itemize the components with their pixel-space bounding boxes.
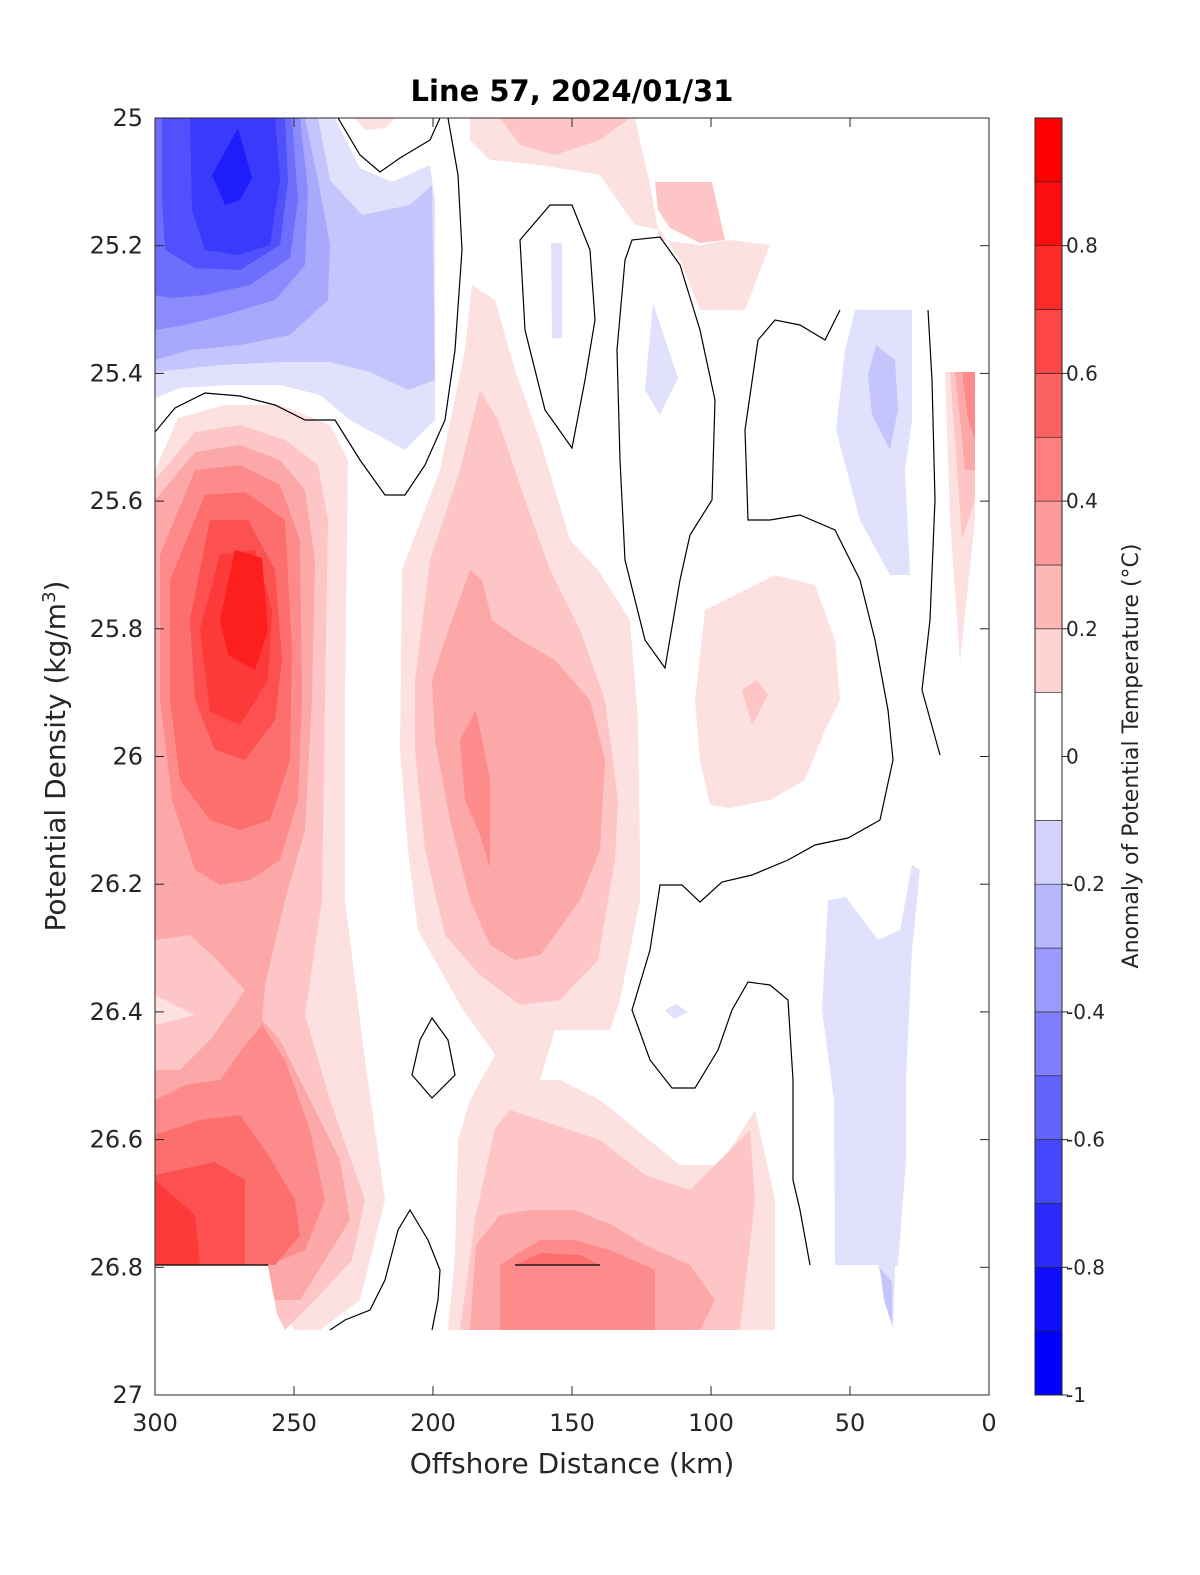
x-tick-label: 200 <box>410 1409 456 1437</box>
y-axis-label: Potential Density (kg/m3) <box>39 581 73 932</box>
contour-fills <box>155 118 989 1395</box>
y-axis-label-main: Potential Density (kg/m <box>39 603 72 932</box>
colorbar-tick-label: 0.4 <box>1066 489 1098 513</box>
colorbar-segment <box>1034 820 1063 885</box>
nodata-mask-bottom <box>155 1266 989 1395</box>
zero-contour-04 <box>616 236 716 670</box>
x-tick-label: 150 <box>549 1409 595 1437</box>
colorbar-tick-label: 0.2 <box>1066 617 1098 641</box>
contour-fill-neg-12 <box>868 345 898 450</box>
chart-title: Line 57, 2024/01/31 <box>411 74 734 108</box>
y-tick-label: 25.6 <box>90 487 143 515</box>
contour-fill-pos-15 <box>470 118 770 310</box>
contour-fill-pos-19 <box>742 680 768 725</box>
zero-contour-05 <box>631 309 894 1266</box>
colorbar-segment <box>1034 1075 1063 1140</box>
contour-fill-pos-23 <box>962 372 975 440</box>
colorbar-segment <box>1034 1267 1063 1332</box>
colorbar-tick-label: 0 <box>1066 745 1079 769</box>
contour-fill-pos-18 <box>695 575 840 808</box>
colorbar-tick-label: -0.4 <box>1066 1000 1105 1024</box>
colorbar-tick-label: 0.6 <box>1066 361 1098 385</box>
y-tick-label: 26.8 <box>90 1253 143 1281</box>
y-tick-label: 25.2 <box>90 232 143 260</box>
colorbar-tick-label: -0.8 <box>1066 1255 1105 1279</box>
zero-contour-06 <box>921 309 941 756</box>
zero-contour-07 <box>411 1016 456 1099</box>
x-tick-label: 50 <box>835 1409 866 1437</box>
colorbar-tick-label: -1 <box>1066 1383 1086 1407</box>
colorbar-segment <box>1034 117 1063 183</box>
colorbar-segment <box>1034 1203 1063 1268</box>
colorbar-segment <box>1034 245 1063 310</box>
y-axis-label-end: ) <box>39 581 72 592</box>
y-tick-label: 27 <box>112 1381 143 1409</box>
y-tick-label: 26.6 <box>90 1126 143 1154</box>
x-tick-label: 100 <box>688 1409 734 1437</box>
y-tick-label: 26.2 <box>90 870 143 898</box>
contour-fill-neg-14 <box>880 1268 892 1325</box>
colorbar-segment <box>1034 309 1063 374</box>
colorbar-segment <box>1034 1011 1063 1077</box>
contour-fill-neg-13 <box>822 865 920 1330</box>
y-tick-label: 25 <box>112 104 143 132</box>
y-axis-label-sup: 3 <box>39 591 60 602</box>
colorbar-label: Anomaly of Potential Temperature (°C) <box>1119 544 1144 969</box>
zero-contour-08 <box>329 1208 441 1331</box>
contour-fill-pos-11 <box>432 570 715 1330</box>
x-axis-label: Offshore Distance (km) <box>410 1447 735 1480</box>
colorbar-segment <box>1034 564 1063 630</box>
contour-fill-pos-16 <box>500 118 630 155</box>
colorbar-segment <box>1034 500 1063 566</box>
zero-contour-02 <box>337 118 441 173</box>
colorbar-segment <box>1034 947 1063 1013</box>
contour-fill-neg-10 <box>645 303 678 415</box>
colorbar-segment <box>1034 1139 1063 1204</box>
contour-fill-pos-12 <box>460 710 655 1330</box>
colorbar: -1 -0.8 -0.6 -0.4 -0.2 0 0.2 0.4 0.6 0.8 <box>1034 117 1105 1407</box>
nodata-mask-bottom-right <box>775 1266 989 1331</box>
colorbar-segment <box>1034 181 1063 247</box>
x-tick-label: 300 <box>132 1409 178 1437</box>
axes: 300 250 200 150 100 50 0 25 25.2 25.4 25.6 25.8 26 26… <box>90 104 997 1437</box>
x-tick-label: 0 <box>981 1409 996 1437</box>
zero-contour-03 <box>519 204 596 450</box>
colorbar-tick-label: 0.8 <box>1066 234 1098 258</box>
contour-fill-pos-17 <box>655 182 725 243</box>
colorbar-segment <box>1034 1330 1063 1396</box>
colorbar-segment <box>1034 373 1063 438</box>
contour-fill-neg-08 <box>212 128 252 205</box>
colorbar-segment <box>1034 883 1063 949</box>
contour-fill-pos-14 <box>355 118 395 130</box>
contour-fill-neg-09 <box>551 243 562 338</box>
colorbar-tick-label: -0.6 <box>1066 1128 1105 1152</box>
colorbar-segment <box>1034 436 1063 502</box>
colorbar-segment <box>1034 628 1063 693</box>
x-tick-label: 250 <box>271 1409 317 1437</box>
colorbar-tick-label: -0.2 <box>1066 872 1105 896</box>
contour-fill-neg-15 <box>665 1004 688 1019</box>
y-tick-label: 25.4 <box>90 359 143 387</box>
contour-fill-pos-13 <box>515 1253 600 1265</box>
y-tick-label: 26.4 <box>90 998 143 1026</box>
colorbar-segment <box>1034 692 1063 821</box>
contour-fill-pos-08 <box>220 550 268 670</box>
zero-contour-01 <box>155 118 463 496</box>
y-tick-label: 26 <box>112 743 143 771</box>
y-tick-label: 25.8 <box>90 615 143 643</box>
